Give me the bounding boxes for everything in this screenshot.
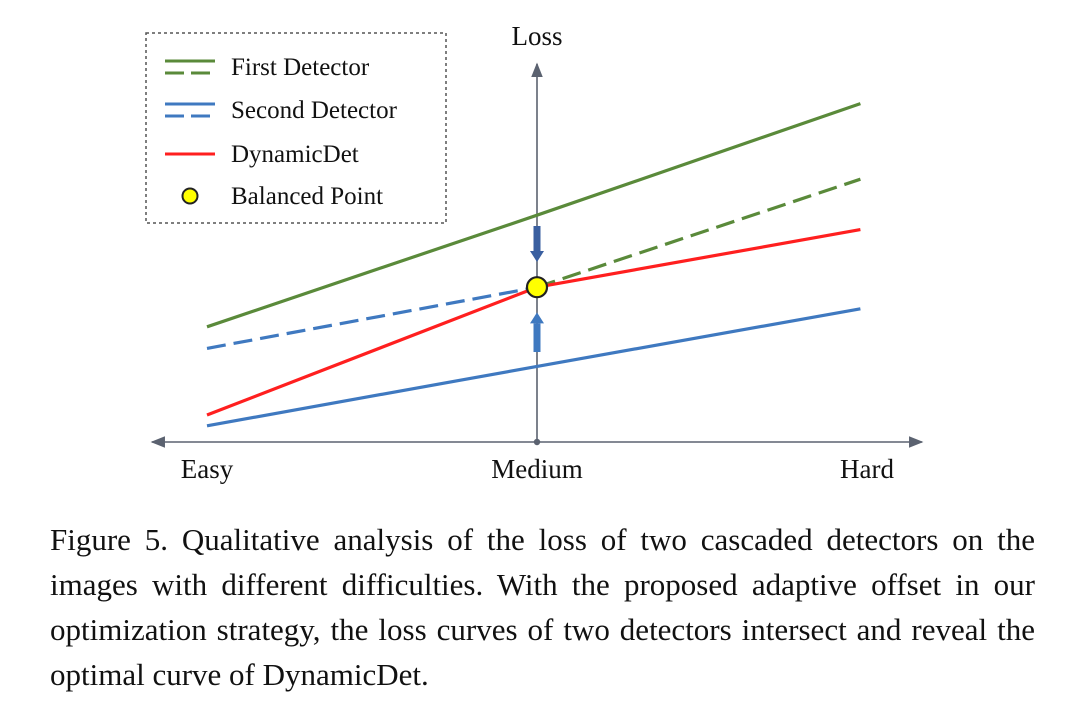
legend-entry-first-detector: First Detector — [165, 54, 370, 81]
series-first-dashed — [536, 177, 861, 289]
x-tick-label-easy: Easy — [181, 454, 234, 484]
x-tick-label-medium: Medium — [491, 454, 583, 484]
balanced-point-marker — [525, 276, 549, 299]
x-tick-label-hard: Hard — [840, 454, 894, 484]
legend-entry-second-detector: Second Detector — [165, 97, 398, 124]
legend-label-second-detector: Second Detector — [231, 97, 398, 124]
y-axis-label: Loss — [511, 21, 562, 51]
adjust-arrow-down — [530, 226, 544, 262]
legend-entry-balanced-point: Balanced Point — [181, 183, 383, 210]
series-second-dashed — [206, 285, 538, 350]
legend-label-first-detector: First Detector — [231, 54, 370, 81]
x-tick-labels: Easy Medium Hard — [181, 454, 895, 484]
legend-box — [145, 32, 447, 224]
legend-label-balanced-point: Balanced Point — [231, 183, 383, 210]
loss-chart: First Detector Second Detector DynamicDe… — [145, 21, 924, 484]
axis-origin-dot — [533, 438, 541, 446]
legend-label-dynamicdet: DynamicDet — [231, 141, 359, 168]
legend: First Detector Second Detector DynamicDe… — [145, 32, 447, 224]
adjust-arrow-up — [530, 312, 544, 352]
series-first-solid — [206, 102, 861, 329]
legend-entry-dynamicdet: DynamicDet — [165, 141, 359, 168]
series-second-solid — [206, 307, 861, 428]
adjustment-arrows — [530, 226, 544, 352]
balanced-points — [525, 276, 549, 299]
figure-caption: Figure 5. Qualitative analysis of the lo… — [50, 522, 1035, 692]
